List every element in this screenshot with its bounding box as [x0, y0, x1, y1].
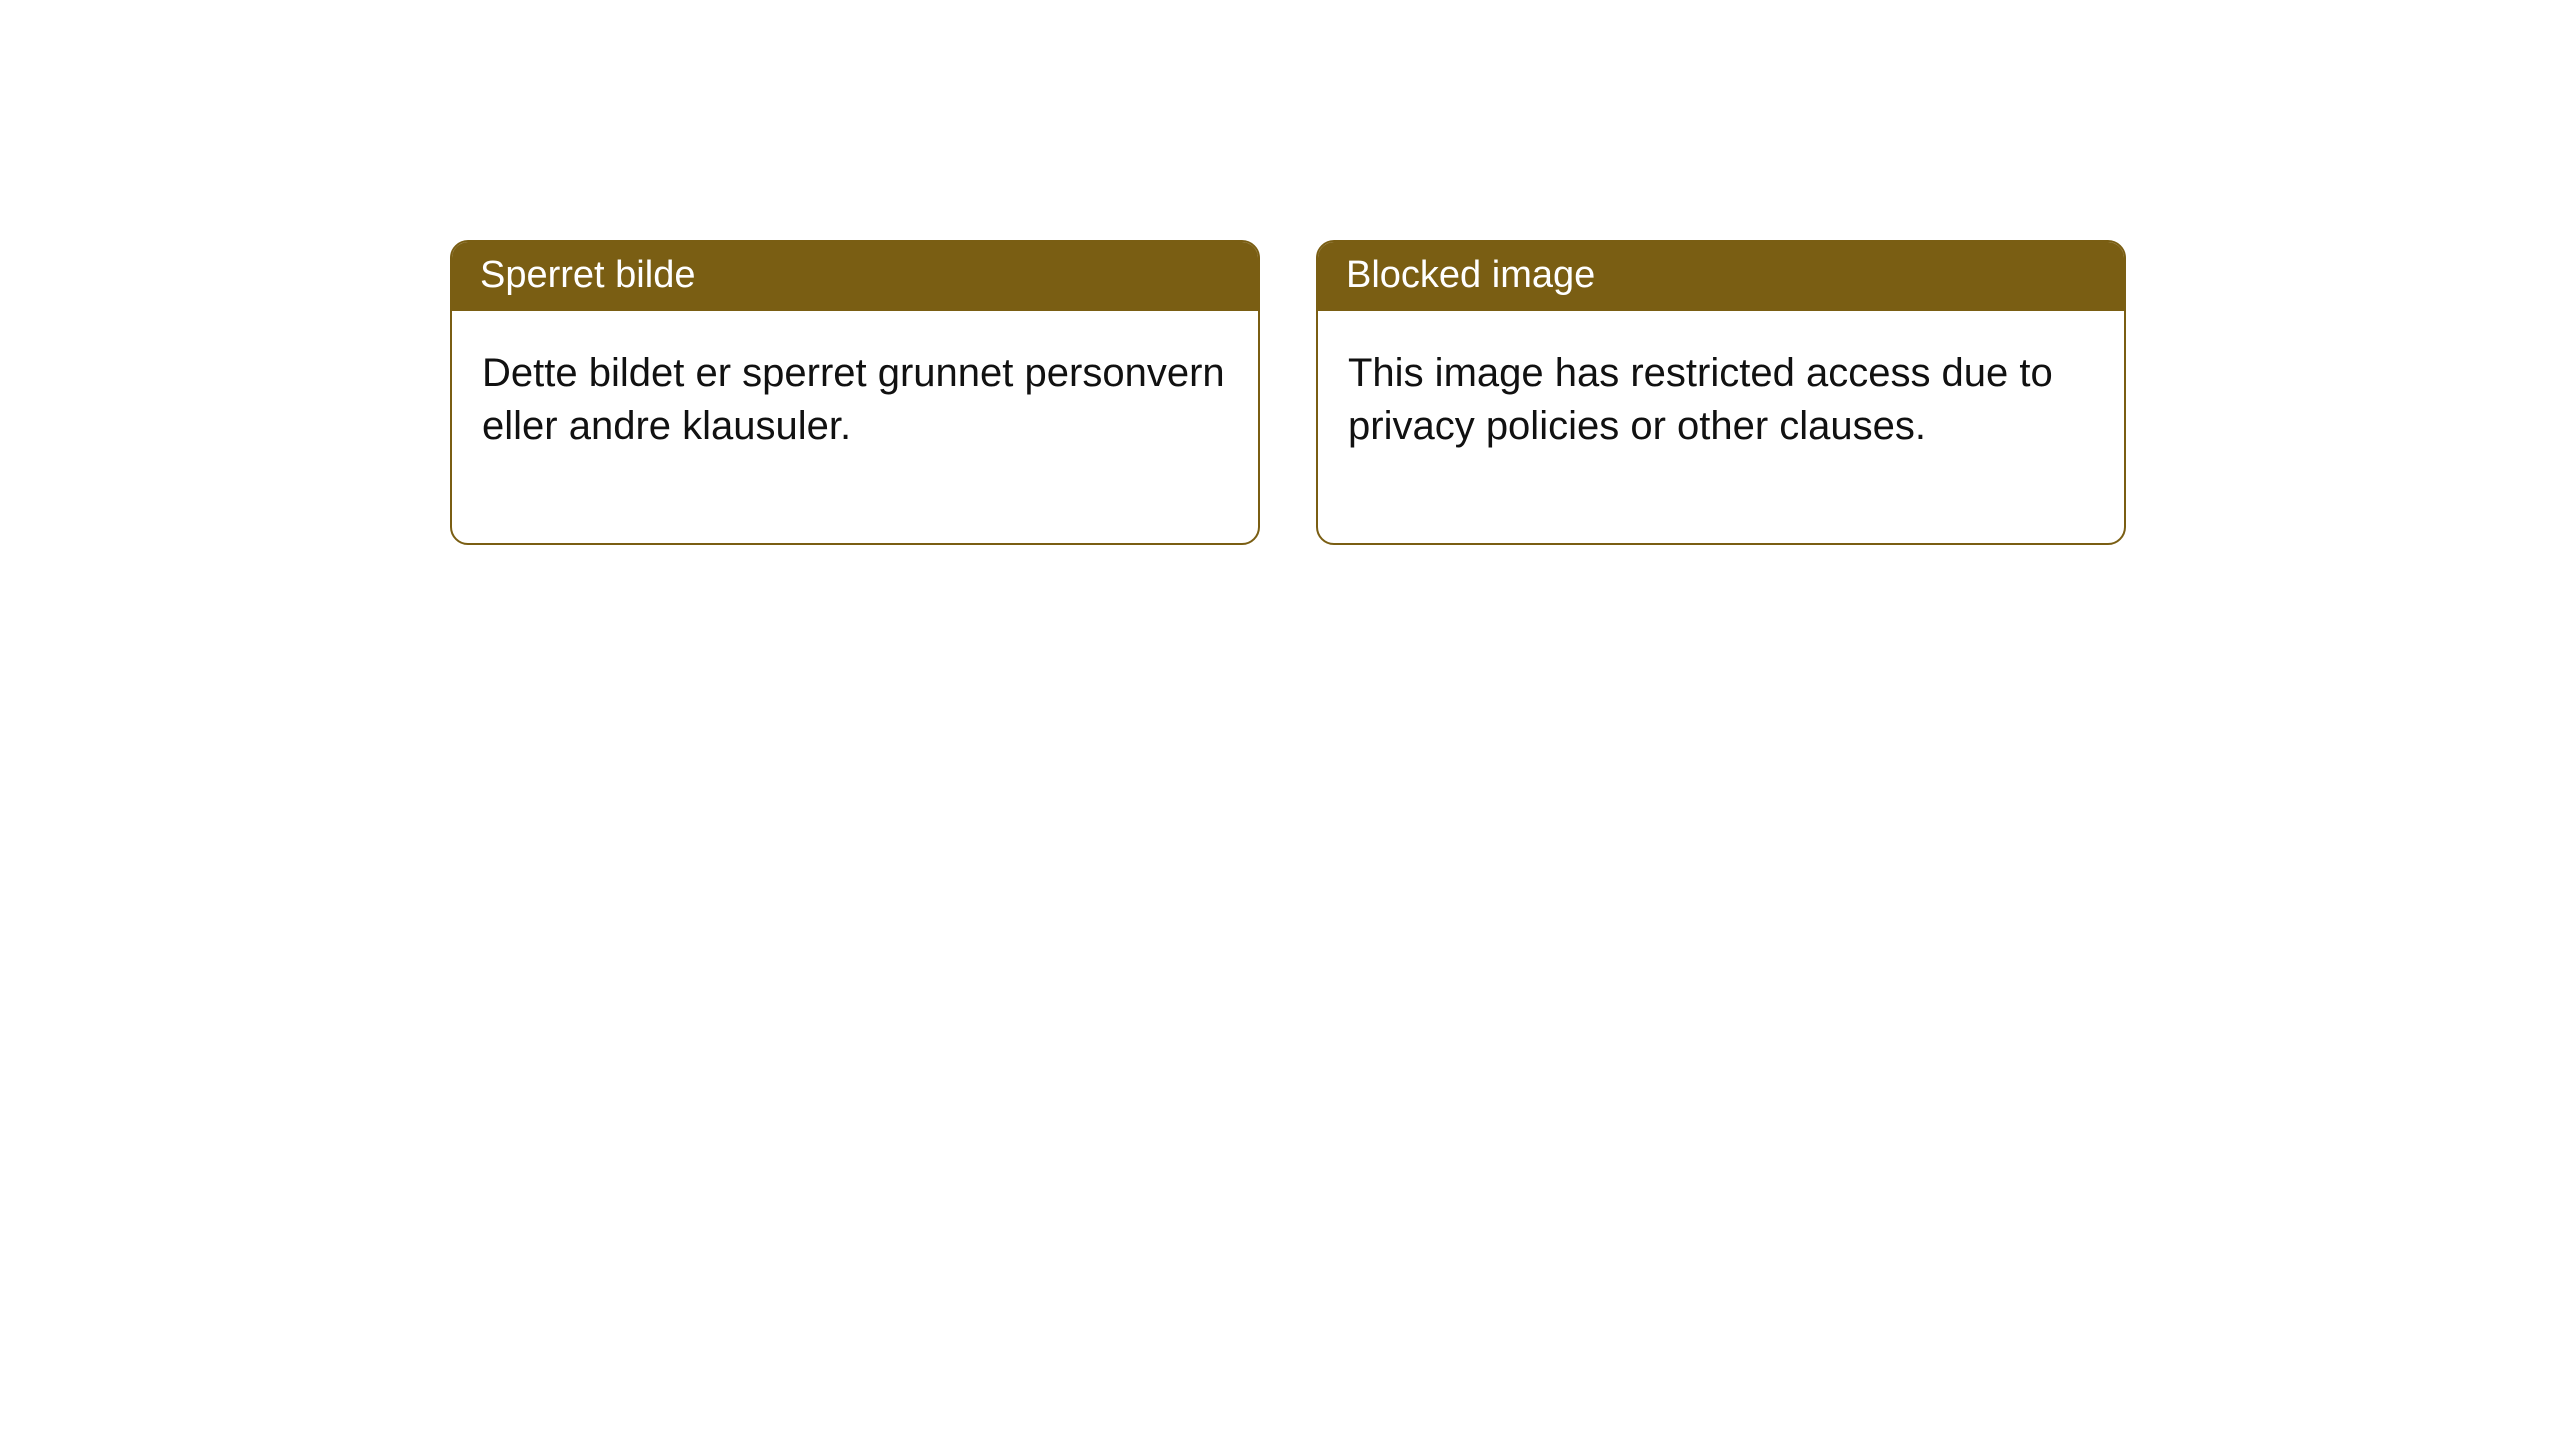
notice-header-norwegian: Sperret bilde	[452, 242, 1258, 311]
notice-card-norwegian: Sperret bilde Dette bildet er sperret gr…	[450, 240, 1260, 545]
notice-text-english: This image has restricted access due to …	[1348, 351, 2053, 448]
notice-container: Sperret bilde Dette bildet er sperret gr…	[0, 0, 2560, 545]
notice-text-norwegian: Dette bildet er sperret grunnet personve…	[482, 351, 1225, 448]
notice-body-norwegian: Dette bildet er sperret grunnet personve…	[452, 311, 1258, 543]
notice-body-english: This image has restricted access due to …	[1318, 311, 2124, 543]
notice-header-english: Blocked image	[1318, 242, 2124, 311]
notice-title-english: Blocked image	[1346, 254, 1595, 296]
notice-title-norwegian: Sperret bilde	[480, 254, 695, 296]
notice-card-english: Blocked image This image has restricted …	[1316, 240, 2126, 545]
